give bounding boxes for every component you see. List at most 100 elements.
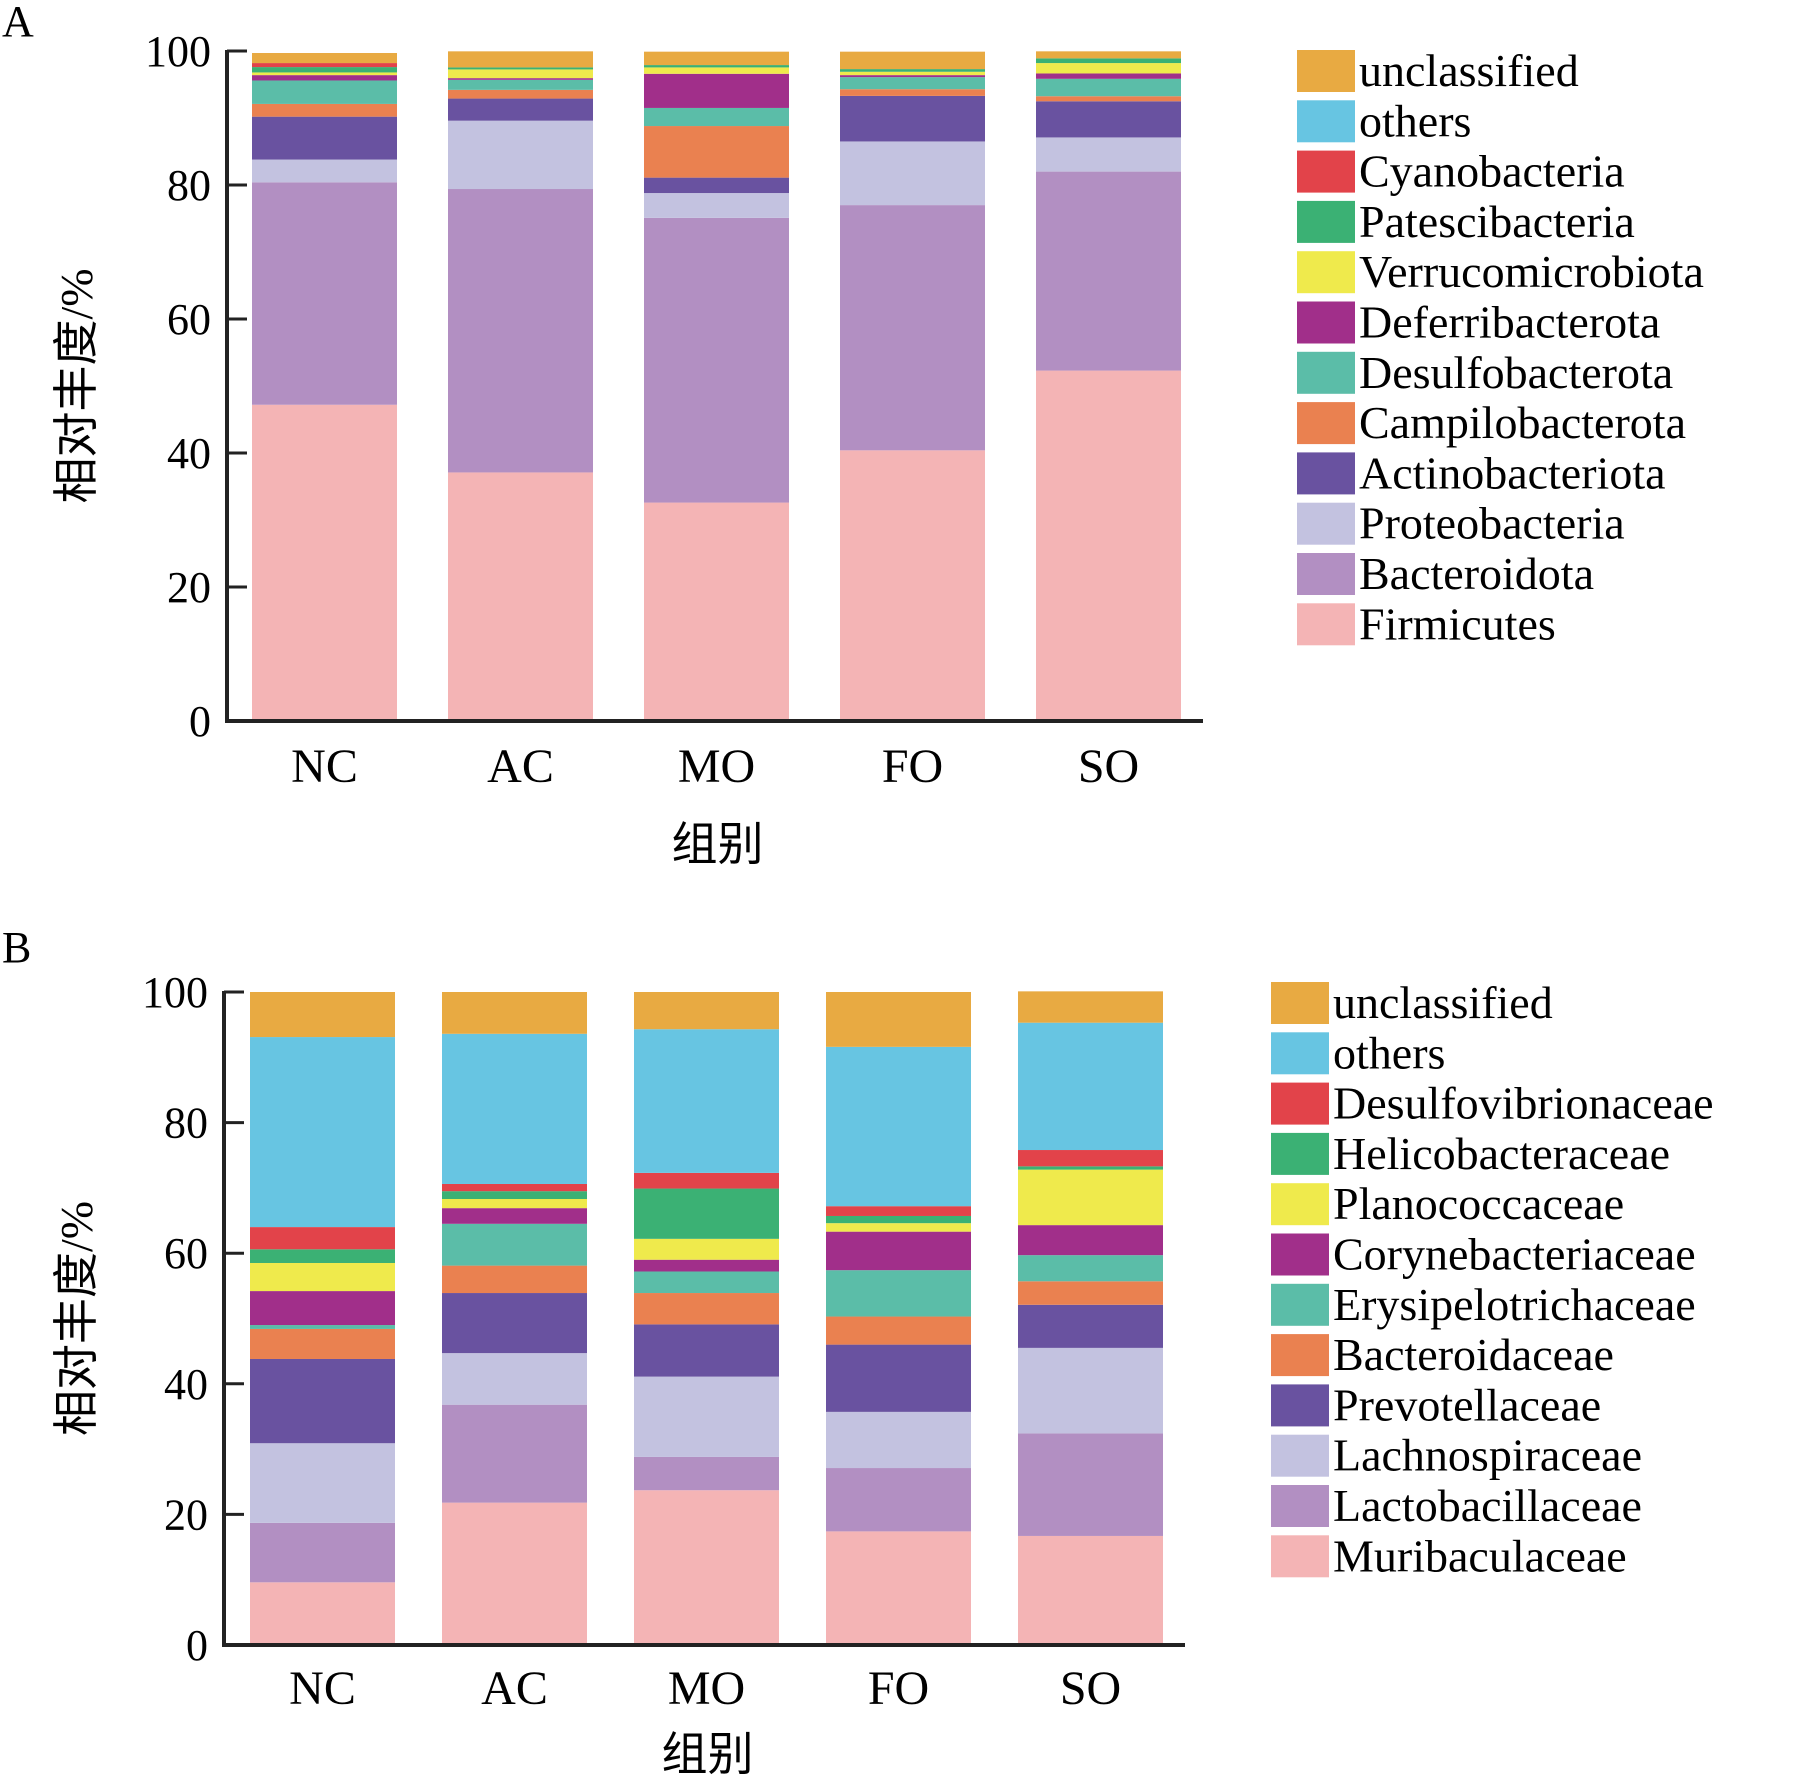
- bar-segment-corynebacteriaceae: [1018, 1225, 1163, 1256]
- y-tick-label: 0: [186, 1621, 208, 1670]
- y-tick-label: 40: [167, 429, 211, 478]
- bar-segment-lactobacillaceae: [250, 1522, 395, 1583]
- legend-swatch: [1297, 502, 1355, 545]
- x-tick-label: AC: [481, 1662, 548, 1715]
- legend-label: Muribaculaceae: [1333, 1530, 1627, 1581]
- bar-segment-desulfovibrionaceae: [1018, 1150, 1163, 1167]
- legend-swatch: [1271, 1434, 1329, 1477]
- bar-segment-campilobacterota: [1036, 96, 1181, 102]
- legend-swatch: [1297, 50, 1355, 92]
- legend-swatch: [1297, 150, 1355, 193]
- legend-label: Corynebacteriaceae: [1333, 1229, 1696, 1280]
- bar-segment-proteobacteria: [1036, 137, 1181, 172]
- bar-stack-nc: [252, 53, 397, 721]
- bar-segment-desulfobacterota: [252, 80, 397, 104]
- bar-segment-bacteroidaceae: [1018, 1281, 1163, 1305]
- bar-segment-verrucomicrobiota: [448, 69, 593, 79]
- bar-segment-verrucomicrobiota: [840, 71, 985, 76]
- bar-segment-campilobacterota: [252, 103, 397, 117]
- bar-segment-deferribacterota: [252, 75, 397, 81]
- bar-segment-unclassified: [448, 51, 593, 68]
- bar-segment-desulfobacterota: [448, 79, 593, 90]
- legend: unclassifiedothersCyanobacteriaPatesciba…: [1297, 45, 1704, 649]
- bar-segment-corynebacteriaceae: [826, 1231, 971, 1271]
- bar-segment-lactobacillaceae: [1018, 1433, 1163, 1536]
- bar-segment-muribaculaceae: [1018, 1535, 1163, 1645]
- legend-label: unclassified: [1333, 977, 1553, 1028]
- legend-swatch: [1297, 402, 1355, 445]
- legend-label: Desulfovibrionaceae: [1333, 1078, 1714, 1129]
- legend-swatch: [1271, 1132, 1329, 1175]
- bar-segment-deferribacterota: [840, 75, 985, 78]
- bar-segment-lactobacillaceae: [826, 1468, 971, 1532]
- bar-segment-actinobacteriota: [840, 95, 985, 142]
- legend-label: others: [1333, 1027, 1445, 1078]
- bar-segment-helicobacteraceae: [826, 1215, 971, 1224]
- bar-segment-desulfobacterota: [840, 77, 985, 90]
- legend-swatch: [1271, 982, 1329, 1024]
- bar-segment-helicobacteraceae: [1018, 1166, 1163, 1170]
- bar-segment-others: [250, 1037, 395, 1228]
- y-tick-label: 0: [189, 697, 211, 746]
- bar-stack-so: [1018, 991, 1163, 1645]
- bar-segment-corynebacteriaceae: [634, 1259, 779, 1272]
- bar-segment-actinobacteriota: [644, 177, 789, 194]
- bar-segment-unclassified: [826, 992, 971, 1047]
- legend-label: Desulfobacterota: [1359, 347, 1673, 398]
- x-tick-label: SO: [1060, 1662, 1121, 1715]
- bar-segment-others: [634, 1029, 779, 1173]
- bar-segment-erysipelotrichaceae: [634, 1271, 779, 1294]
- bar-segment-patescibacteria: [252, 67, 397, 73]
- bar-segment-corynebacteriaceae: [250, 1291, 395, 1326]
- x-axis-title: 组别: [662, 1729, 754, 1777]
- bar-segment-muribaculaceae: [442, 1502, 587, 1645]
- bar-segment-unclassified: [840, 51, 985, 70]
- bar-segment-verrucomicrobiota: [644, 67, 789, 74]
- y-tick-label: 100: [142, 968, 208, 1017]
- bar-stack-so: [1036, 51, 1181, 721]
- bar-stack-mo: [634, 992, 779, 1645]
- legend-swatch: [1297, 603, 1355, 646]
- x-tick-label: AC: [487, 740, 554, 793]
- bar-segment-helicobacteraceae: [250, 1249, 395, 1263]
- bar-segment-others: [442, 1033, 587, 1184]
- bar-segment-planococcaceae: [634, 1238, 779, 1260]
- x-tick-label: MO: [668, 1662, 745, 1715]
- legend-label: Bacteroidaceae: [1333, 1329, 1614, 1380]
- legend-label: Erysipelotrichaceae: [1333, 1279, 1696, 1330]
- legend-swatch: [1271, 1032, 1329, 1075]
- legend-swatch: [1271, 1082, 1329, 1125]
- bar-segment-bacteroidaceae: [826, 1316, 971, 1345]
- legend-label: Actinobacteriota: [1359, 447, 1666, 498]
- bar-segment-bacteroidota: [448, 189, 593, 473]
- bar-segment-patescibacteria: [1036, 58, 1181, 64]
- legend-swatch: [1271, 1334, 1329, 1377]
- bar-segment-bacteroidota: [252, 182, 397, 405]
- bar-segment-erysipelotrichaceae: [826, 1270, 971, 1317]
- bar-segment-actinobacteriota: [1036, 101, 1181, 138]
- bar-stack-mo: [644, 51, 789, 721]
- bar-segment-desulfobacterota: [1036, 78, 1181, 97]
- bar-segment-muribaculaceae: [826, 1531, 971, 1645]
- bar-segment-prevotellaceae: [1018, 1304, 1163, 1348]
- bar-stack-ac: [448, 51, 593, 721]
- bar-segment-bacteroidaceae: [634, 1293, 779, 1325]
- bar-segment-helicobacteraceae: [442, 1191, 587, 1200]
- bar-segment-muribaculaceae: [250, 1582, 395, 1645]
- bar-segment-campilobacterota: [644, 126, 789, 178]
- bar-segment-bacteroidota: [1036, 171, 1181, 371]
- bar-segment-lachnospiraceae: [442, 1353, 587, 1405]
- y-tick-label: 20: [164, 1490, 208, 1539]
- bar-segment-muribaculaceae: [634, 1490, 779, 1645]
- legend-label: Planococcaceae: [1333, 1178, 1624, 1229]
- bar-segment-unclassified: [252, 53, 397, 64]
- bar-segment-deferribacterota: [644, 73, 789, 108]
- bar-segment-lachnospiraceae: [826, 1411, 971, 1469]
- x-tick-label: MO: [678, 740, 755, 793]
- y-tick-label: 60: [164, 1229, 208, 1278]
- legend-swatch: [1297, 553, 1355, 595]
- legend-swatch: [1271, 1535, 1329, 1578]
- bar-segment-erysipelotrichaceae: [250, 1325, 395, 1329]
- bar-segment-actinobacteriota: [252, 116, 397, 160]
